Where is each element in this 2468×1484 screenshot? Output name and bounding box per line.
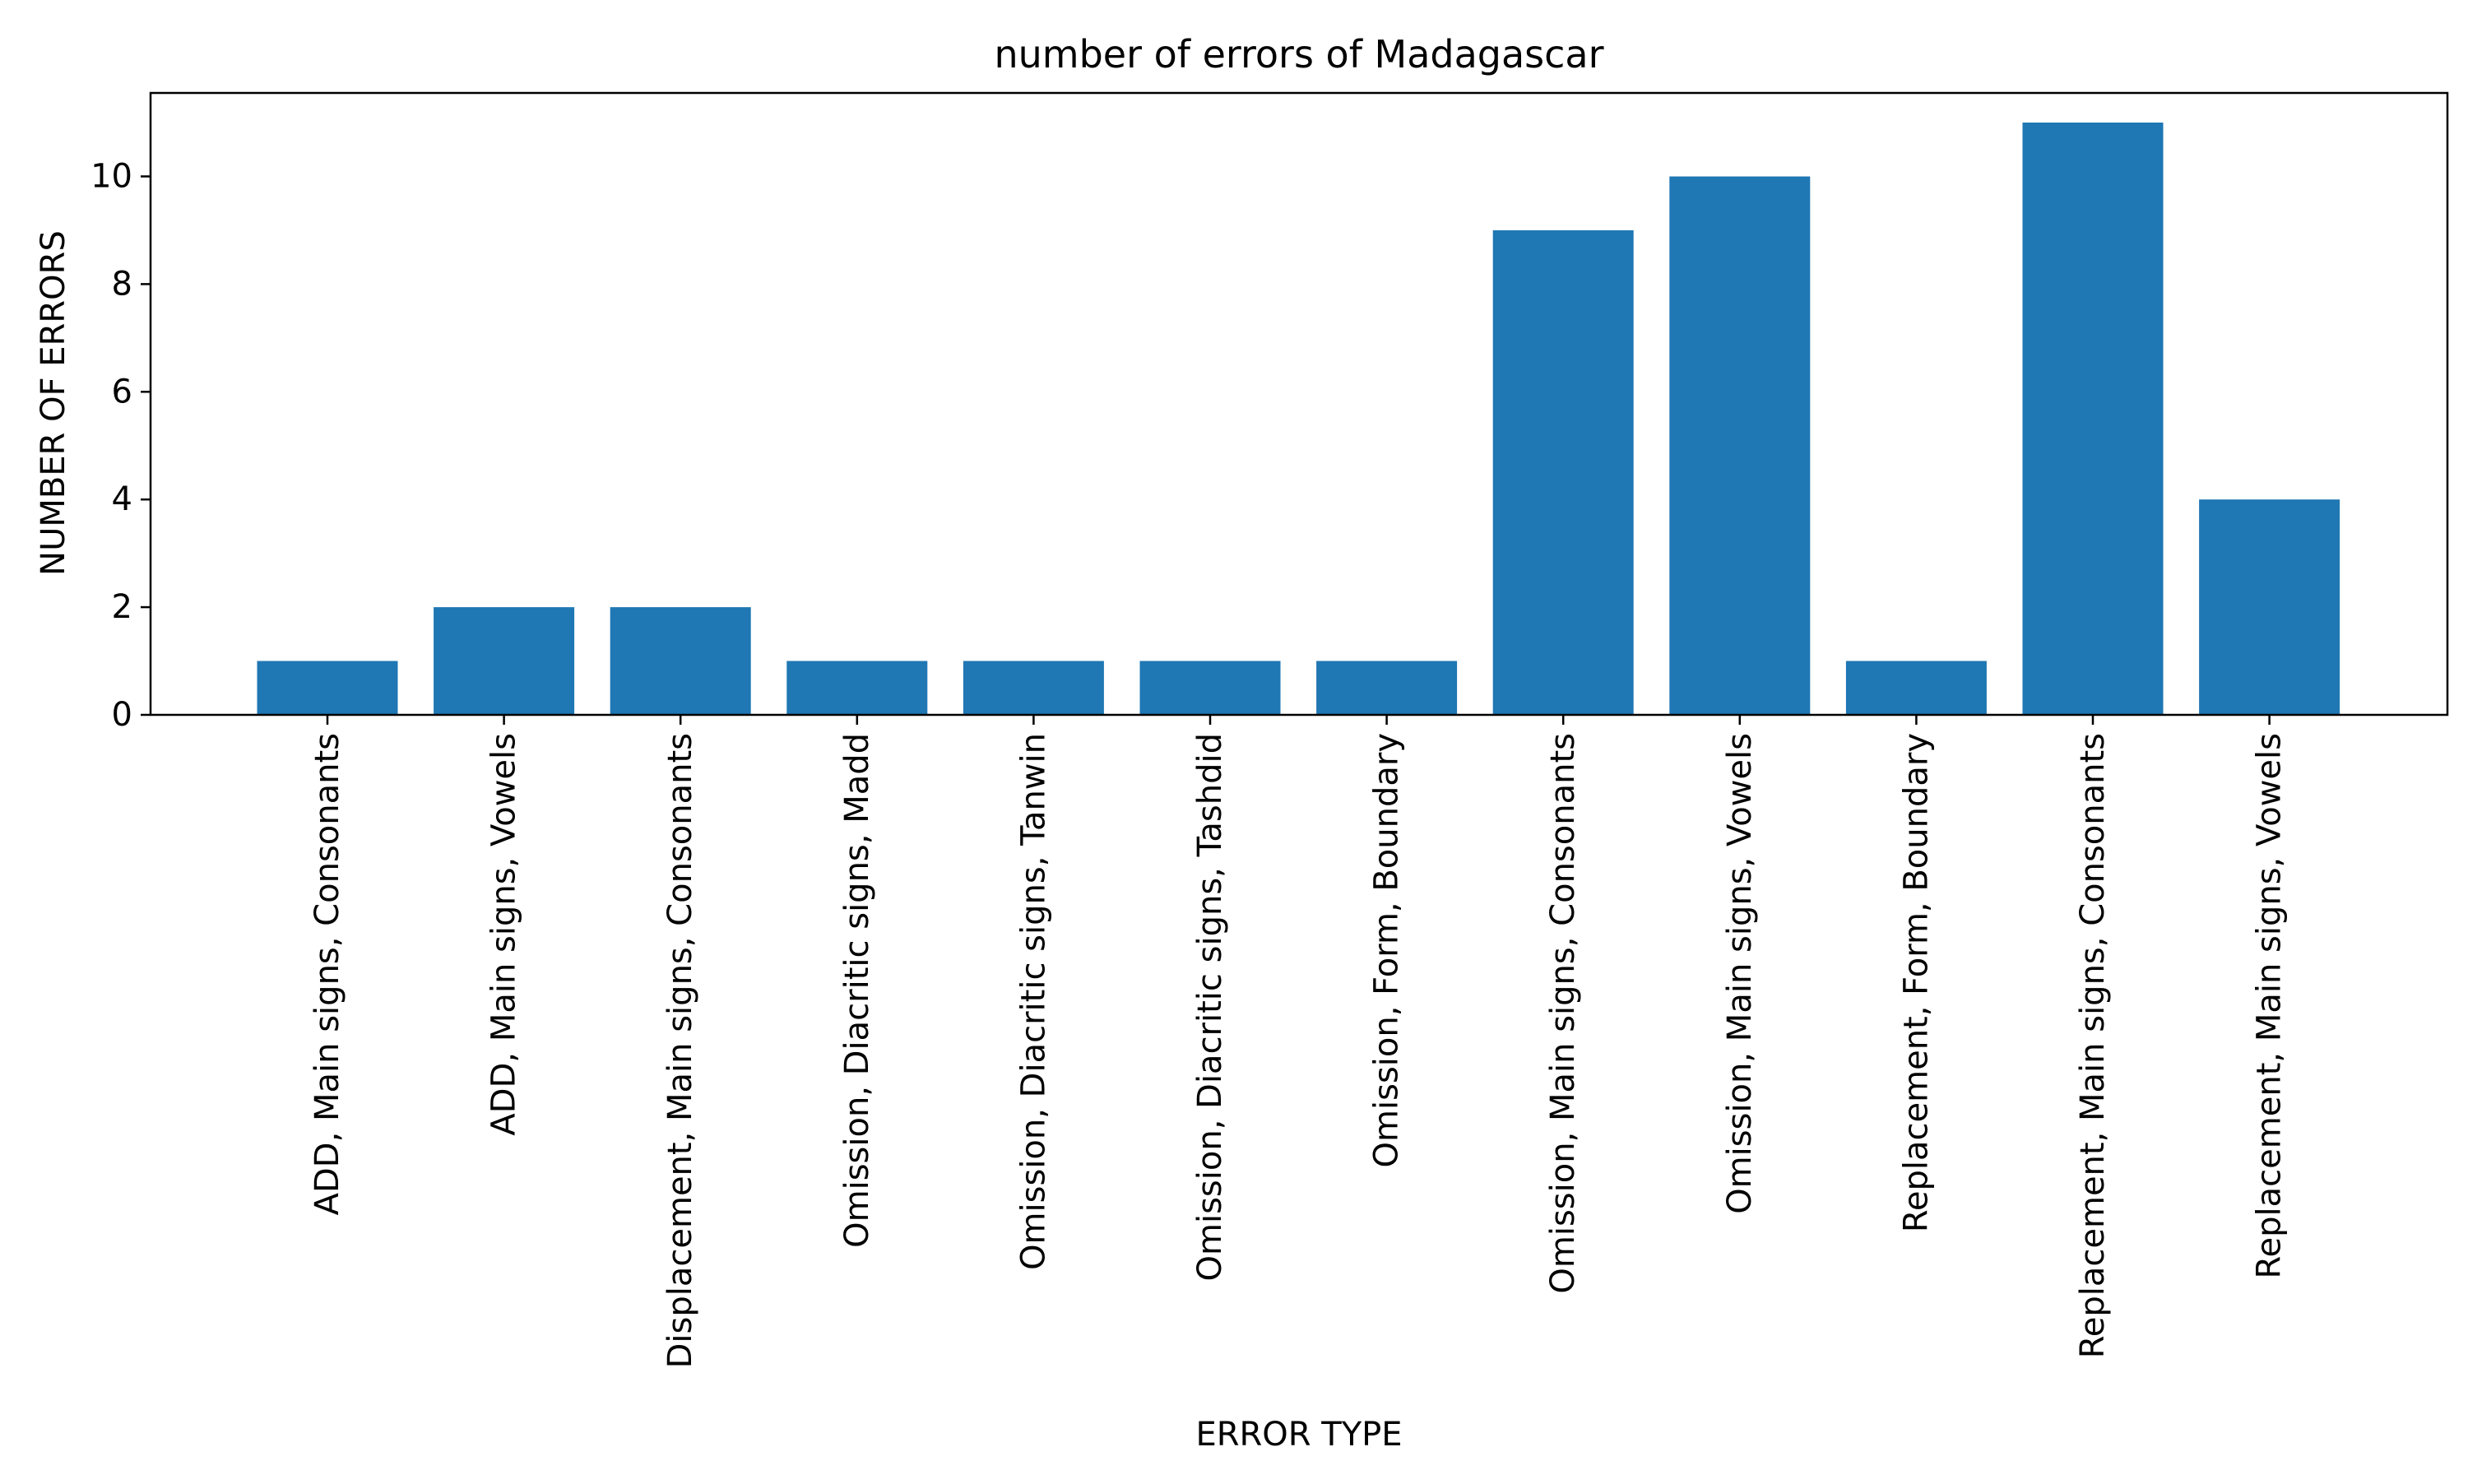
x-tick-label: Displacement, Main signs, Consonants [661,733,699,1368]
y-axis-label: NUMBER OF ERRORS [35,230,72,576]
bars-group [257,123,2340,715]
x-tick-label: Replacement, Main signs, Consonants [2074,733,2112,1358]
bar [1845,661,1987,715]
x-tick-label: Omission, Main signs, Consonants [1544,733,1582,1294]
bar [610,607,751,715]
bar [2199,499,2340,715]
y-axis: 0 2 4 6 8 10 [90,157,151,734]
bar [1316,661,1458,715]
x-tick-label: Omission, Diacritic signs, Tanwin [1014,733,1052,1270]
y-tick-label: 2 [112,588,132,626]
bar [2022,123,2164,715]
x-tick-label: Omission, Diacritic signs, Tashdid [1191,733,1229,1281]
bar [434,607,575,715]
x-tick-label: ADD, Main signs, Consonants [308,733,346,1215]
y-tick-label: 10 [90,157,132,195]
bar [257,661,398,715]
x-tick-label: Omission, Main signs, Vowels [1721,733,1759,1214]
y-tick-label: 4 [112,480,132,518]
chart-title: number of errors of Madagascar [994,32,1603,77]
x-tick-label: Replacement, Main signs, Vowels [2251,733,2289,1278]
x-tick-label: Omission, Form, Boundary [1368,733,1406,1167]
plot-frame [149,91,2449,716]
y-tick-label: 6 [112,373,132,410]
x-tick-label: Replacement, Form, Boundary [1897,733,1935,1232]
x-tick-label: Omission, Diacritic signs, Madd [838,733,876,1248]
bar [786,661,928,715]
bar [1669,176,1811,715]
x-tick-label: ADD, Main signs, Vowels [485,733,523,1136]
bar [1139,661,1281,715]
y-tick-label: 8 [112,265,132,303]
x-axis: ADD, Main signs, Consonants ADD, Main sig… [308,715,2289,1368]
bar [1492,230,1634,715]
bar [963,661,1104,715]
x-axis-label: ERROR TYPE [1195,1416,1402,1454]
y-tick-label: 0 [112,696,132,734]
